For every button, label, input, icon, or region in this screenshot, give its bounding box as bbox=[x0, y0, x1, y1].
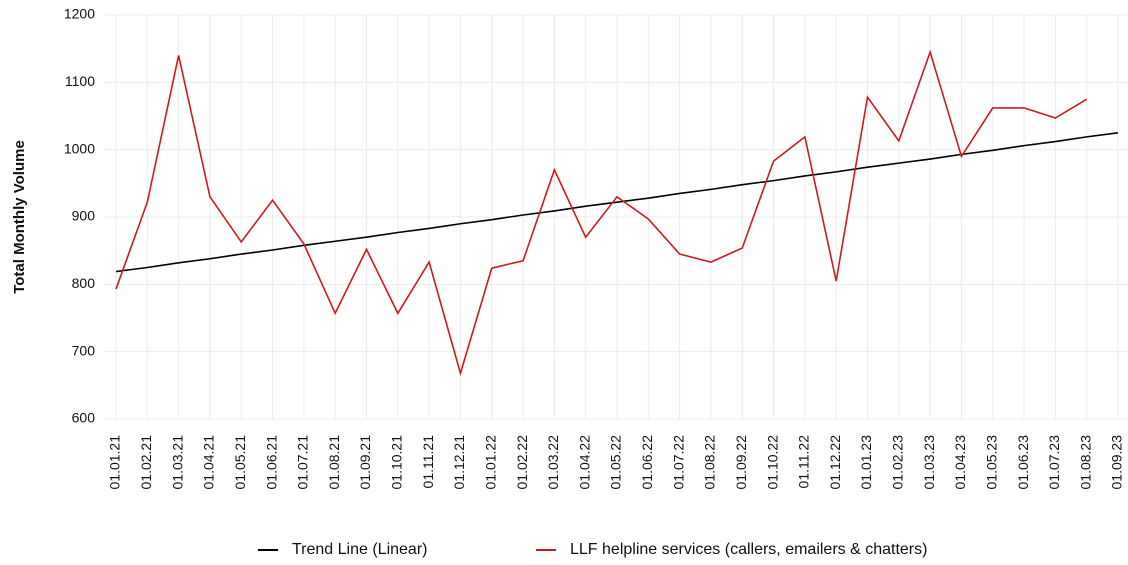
x-tick-label: 01.11.22 bbox=[796, 435, 812, 489]
x-tick-label: 01.10.21 bbox=[389, 435, 405, 490]
x-tick-label: 01.02.21 bbox=[138, 435, 154, 490]
x-tick-label: 01.04.21 bbox=[201, 435, 217, 490]
x-tick-label: 01.01.21 bbox=[107, 435, 123, 490]
x-tick-label: 01.05.22 bbox=[608, 435, 624, 490]
x-tick-label: 01.02.22 bbox=[514, 435, 530, 490]
x-tick-label: 01.09.23 bbox=[1109, 435, 1125, 490]
x-tick-label: 01.06.21 bbox=[263, 435, 279, 490]
x-tick-label: 01.06.22 bbox=[639, 435, 655, 490]
y-tick-label: 800 bbox=[72, 275, 96, 291]
data-line bbox=[115, 132, 1119, 273]
x-tick-label: 01.11.21 bbox=[420, 435, 436, 489]
y-tick-label: 1200 bbox=[64, 6, 95, 22]
x-tick-label: 01.05.21 bbox=[232, 435, 248, 490]
x-tick-label: 01.08.21 bbox=[326, 435, 342, 490]
data-line bbox=[115, 49, 1088, 377]
y-tick-label: 1100 bbox=[65, 73, 95, 89]
x-tick-label: 01.07.21 bbox=[295, 435, 311, 490]
x-tick-label: 01.08.23 bbox=[1077, 435, 1093, 490]
x-tick-label: 01.01.23 bbox=[858, 435, 874, 490]
legend-label: Trend Line (Linear) bbox=[292, 541, 427, 558]
x-tick-label: 01.05.23 bbox=[983, 435, 999, 490]
y-tick-label: 700 bbox=[72, 342, 96, 358]
x-tick-label: 01.09.22 bbox=[733, 435, 749, 490]
y-tick-label: 900 bbox=[72, 208, 96, 224]
x-tick-label: 01.08.22 bbox=[702, 435, 718, 490]
x-tick-label: 01.07.22 bbox=[670, 435, 686, 490]
y-tick-label: 1000 bbox=[64, 140, 95, 156]
x-tick-label: 01.07.23 bbox=[1046, 435, 1062, 490]
x-tick-label: 01.03.22 bbox=[545, 435, 561, 490]
x-tick-label: 01.04.22 bbox=[576, 435, 592, 490]
x-tick-label: 01.03.21 bbox=[169, 435, 185, 490]
y-tick-label: 600 bbox=[72, 410, 96, 426]
x-tick-label: 01.04.23 bbox=[952, 435, 968, 490]
x-tick-label: 01.03.23 bbox=[921, 435, 937, 490]
x-tick-label: 01.12.21 bbox=[451, 435, 467, 490]
x-tick-label: 01.09.21 bbox=[357, 435, 373, 490]
legend-label: LLF helpline services (callers, emailers… bbox=[570, 541, 927, 558]
x-tick-label: 01.12.22 bbox=[827, 435, 843, 490]
x-tick-label: 01.10.22 bbox=[764, 435, 780, 490]
x-tick-label: 01.02.23 bbox=[890, 435, 906, 490]
x-tick-label: 01.06.23 bbox=[1015, 435, 1031, 490]
x-tick-label: 01.01.22 bbox=[482, 435, 498, 490]
y-axis-label: Total Monthly Volume bbox=[11, 140, 28, 294]
